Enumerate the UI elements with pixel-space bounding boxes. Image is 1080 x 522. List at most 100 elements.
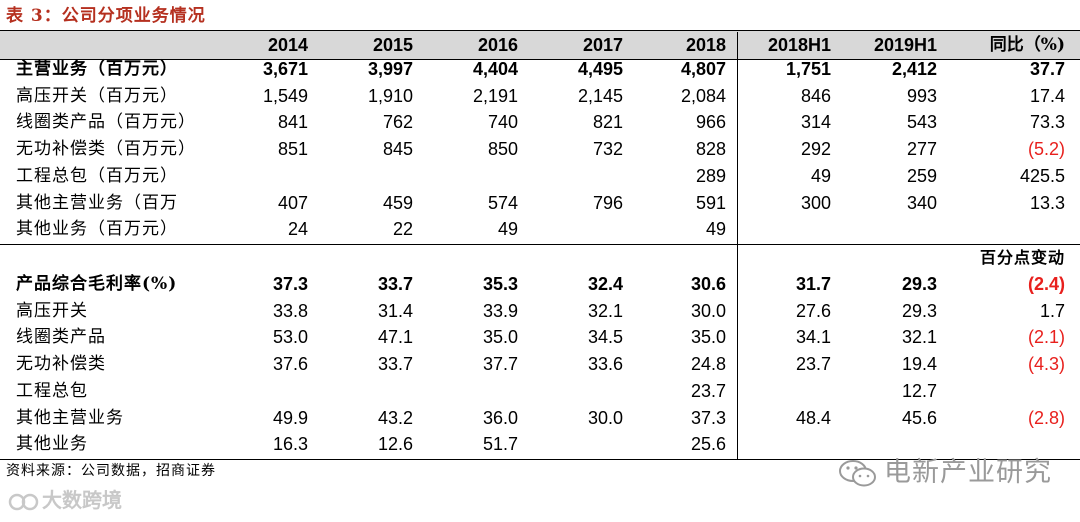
table-cell: 37.3 — [272, 274, 308, 294]
column-separator-lower — [737, 245, 738, 459]
table-cell: 2,412 — [891, 59, 937, 79]
table-cell: 846 — [800, 85, 831, 106]
column-header: 2016 — [477, 35, 518, 55]
table-cell — [303, 378, 413, 404]
table-cell — [513, 163, 623, 189]
table-cell: 3,671 — [262, 59, 308, 79]
row-label: 主营业务（百万元） — [16, 59, 178, 79]
table-cell: (5.2) — [1027, 139, 1065, 160]
table-cell: 543 — [906, 112, 937, 133]
row-label: 高压开关 — [16, 300, 88, 321]
table-cell: 425.5 — [1019, 165, 1065, 186]
table-cell: 13.3 — [1029, 192, 1065, 213]
row-label: 其他主营业务（百万 — [16, 192, 178, 213]
table-row: 高压开关（百万元） 1,549 1,910 2,191 2,145 2,084 846 993… — [0, 83, 1080, 109]
column-header: 2017 — [582, 35, 623, 55]
table-cell: 259 — [906, 165, 937, 186]
wechat-icon — [838, 459, 878, 489]
table-cell — [955, 378, 1065, 404]
table-cell — [955, 216, 1065, 242]
table-cell: 23.7 — [690, 380, 726, 401]
table-cell: 35.0 — [690, 327, 726, 348]
row-label: 高压开关（百万元） — [16, 85, 178, 106]
table-cell: 73.3 — [1029, 112, 1065, 133]
table-row: 无功补偿类 37.6 33.7 37.7 33.6 24.8 23.7 19.4 (4.3) — [0, 351, 1080, 377]
table-cell: 732 — [592, 139, 623, 160]
table-cell: 966 — [695, 112, 726, 133]
table-cell — [513, 378, 623, 404]
table-cell: 32.4 — [587, 274, 623, 294]
table-cell: 30.0 — [690, 300, 726, 321]
table-cell: 49 — [705, 219, 726, 240]
table-cell: 35.3 — [482, 274, 518, 294]
table-row: 主营业务（百万元） 3,671 3,997 4,404 4,495 4,807 1,751 2… — [0, 56, 1080, 82]
table-cell: 4,495 — [577, 59, 623, 79]
table-cell: 24 — [287, 219, 308, 240]
table-cell — [198, 163, 308, 189]
table-cell: 762 — [382, 112, 413, 133]
table-cell: 31.7 — [795, 274, 831, 294]
table-cell: 2,084 — [680, 85, 726, 106]
table-cell: 30.0 — [587, 407, 623, 428]
column-header: 同比（%) — [989, 35, 1065, 55]
table-cell: 25.6 — [690, 434, 726, 455]
table-cell: 2,191 — [472, 85, 518, 106]
table-cell: 4,807 — [680, 59, 726, 79]
bottom-rule — [0, 459, 1080, 460]
table-row: 高压开关 33.8 31.4 33.9 32.1 30.0 27.6 29.3 1.7 — [0, 298, 1080, 324]
table-cell: 33.7 — [377, 274, 413, 294]
table-cell: 12.6 — [377, 434, 413, 455]
table-row: 工程总包（百万元） 289 49 259 425.5 — [0, 163, 1080, 189]
watermark-right: 电新产业研究 — [838, 452, 1052, 492]
table-cell: 51.7 — [482, 434, 518, 455]
table-cell: 49 — [810, 165, 831, 186]
table-cell: 49 — [497, 219, 518, 240]
watermark-left: 大数跨境 — [8, 487, 122, 515]
table-cell: 43.2 — [377, 407, 413, 428]
table-cell: 1,751 — [785, 59, 831, 79]
table-cell — [513, 431, 623, 457]
table-cell: 12.7 — [901, 380, 937, 401]
table-row: 无功补偿类（百万元） 851 845 850 732 828 292 277 (5.2) — [0, 136, 1080, 162]
table-cell: (2.8) — [1027, 407, 1065, 428]
table-row: 其他业务（百万元） 24 22 49 49 — [0, 216, 1080, 242]
table-cell — [513, 216, 623, 242]
table-row: 产品综合毛利率(%) 37.3 33.7 35.3 32.4 30.6 31.7 29.3 (2… — [0, 271, 1080, 297]
table-cell: 36.0 — [482, 407, 518, 428]
table-cell: 277 — [906, 139, 937, 160]
table-cell: 3,997 — [367, 59, 413, 79]
table-cell: 407 — [277, 192, 308, 213]
table-cell: 47.1 — [377, 327, 413, 348]
section-divider-rule — [0, 244, 1080, 245]
table-cell: 33.8 — [272, 300, 308, 321]
column-separator-upper — [737, 32, 738, 244]
column-header: 2015 — [372, 35, 413, 55]
table-cell: 828 — [695, 139, 726, 160]
table-cell: 33.9 — [482, 300, 518, 321]
column-header: 2018 — [685, 35, 726, 55]
table-row: 其他业务 16.3 12.6 51.7 25.6 — [0, 431, 1080, 457]
table-cell: 4,404 — [472, 59, 518, 79]
table-row: 线圈类产品（百万元） 841 762 740 821 966 314 543 73.3 — [0, 109, 1080, 135]
table-row: 其他主营业务（百万 407 459 574 796 591 300 340 13.3 — [0, 190, 1080, 216]
table-header: 2014 2015 2016 2017 2018 2018H1 2019H1 同比（%) — [0, 31, 1080, 59]
brand-logo-icon — [8, 490, 42, 514]
table-cell: 35.0 — [482, 327, 518, 348]
table-cell: 37.7 — [1029, 59, 1065, 79]
table-cell: 292 — [800, 139, 831, 160]
source-note: 资料来源：公司数据，招商证券 — [6, 463, 216, 479]
column-header: 2019H1 — [873, 35, 937, 55]
watermark-right-text: 电新产业研究 — [884, 457, 1052, 487]
table-cell: 32.1 — [901, 327, 937, 348]
table-cell: 37.6 — [272, 354, 308, 375]
table-cell: 27.6 — [795, 300, 831, 321]
table-cell: 740 — [487, 112, 518, 133]
pp-change-row: 百分点变动 — [0, 245, 1080, 271]
table-row: 其他主营业务 49.9 43.2 36.0 30.0 37.3 48.4 45.6 (2.8) — [0, 405, 1080, 431]
table-cell: 29.3 — [901, 274, 937, 294]
table-cell: 851 — [277, 139, 308, 160]
table-cell: 845 — [382, 139, 413, 160]
table-cell: 850 — [487, 139, 518, 160]
row-label: 其他主营业务 — [16, 407, 124, 428]
table-cell: 37.3 — [690, 407, 726, 428]
